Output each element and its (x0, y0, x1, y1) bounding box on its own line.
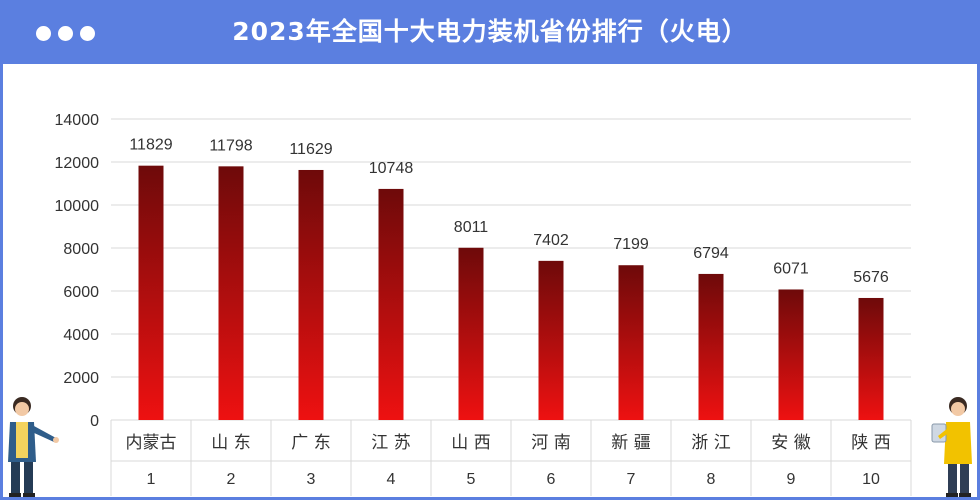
x-tick-label: 山 西 (451, 433, 490, 453)
bar (138, 165, 164, 420)
x-tick-label: 山 东 (211, 433, 250, 453)
header-bar: 2023年全国十大电力装机省份排行（火电） (0, 0, 980, 64)
y-tick-label: 2000 (63, 370, 99, 387)
data-label: 11829 (129, 137, 172, 154)
y-tick-label: 0 (90, 413, 99, 430)
bar (218, 166, 244, 420)
data-label: 11798 (209, 137, 252, 154)
bar (538, 260, 564, 420)
dot-icon (36, 26, 51, 41)
rank-label: 9 (787, 471, 796, 488)
bar (778, 289, 804, 420)
bar (458, 247, 484, 420)
data-label: 10748 (369, 160, 414, 177)
x-tick-label: 广 东 (291, 433, 330, 453)
x-tick-label: 河 南 (531, 433, 570, 453)
bar (298, 169, 324, 420)
x-tick-label: 内蒙古 (126, 433, 177, 453)
rank-label: 8 (707, 471, 716, 488)
x-tick-label: 江 苏 (371, 433, 410, 453)
data-label: 11629 (289, 141, 332, 158)
dot-icon (58, 26, 73, 41)
bar (858, 297, 884, 420)
y-tick-label: 12000 (55, 155, 100, 172)
x-tick-label: 新 疆 (611, 433, 650, 453)
rank-label: 4 (387, 471, 396, 488)
rank-label: 2 (227, 471, 236, 488)
rank-label: 10 (862, 471, 880, 488)
data-label: 8011 (454, 219, 489, 236)
x-tick-label: 浙 江 (691, 433, 730, 453)
rank-label: 3 (307, 471, 316, 488)
person-right-illustration (931, 397, 972, 497)
x-tick-label: 安 徽 (771, 433, 810, 453)
data-label: 7199 (613, 236, 649, 253)
y-tick-label: 6000 (63, 284, 99, 301)
rank-label: 7 (627, 471, 636, 488)
rank-label: 5 (467, 471, 476, 488)
bar (698, 273, 724, 420)
bar (378, 188, 404, 420)
y-tick-label: 10000 (55, 198, 100, 215)
y-tick-label: 8000 (63, 241, 99, 258)
y-tick-label: 4000 (63, 327, 99, 344)
data-label: 6071 (773, 260, 809, 277)
data-label: 5676 (853, 269, 889, 286)
data-label: 7402 (533, 232, 569, 249)
rank-label: 1 (147, 471, 156, 488)
window-dots (36, 26, 102, 45)
x-tick-label: 陕 西 (851, 433, 890, 453)
rank-label: 6 (547, 471, 556, 488)
page-title: 2023年全国十大电力装机省份排行（火电） (232, 17, 748, 46)
y-tick-label: 14000 (55, 112, 100, 129)
bar (618, 265, 644, 420)
dot-icon (80, 26, 95, 41)
person-left-illustration (8, 397, 59, 497)
data-label: 6794 (693, 245, 729, 262)
